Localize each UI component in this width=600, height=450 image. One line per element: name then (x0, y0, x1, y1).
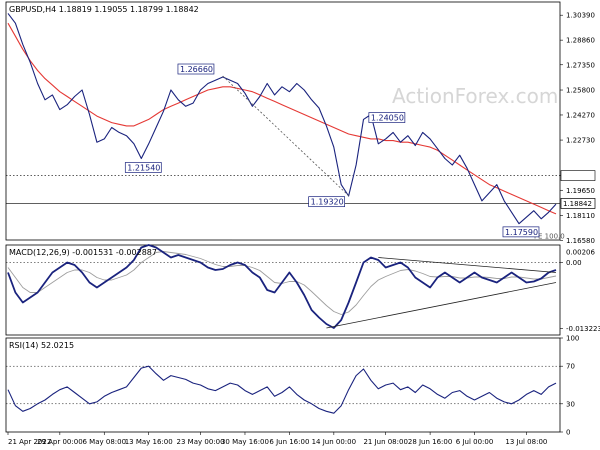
level-label-box (560, 170, 596, 181)
y-tick-label: 1.22730 (566, 137, 595, 145)
annotation-box (502, 226, 540, 238)
watermark-text: ActionForex.com (392, 84, 558, 108)
pane-frame (5, 337, 561, 433)
pane-frame (5, 1, 561, 241)
x-tick-label: 29 Apr 00:00 (37, 438, 83, 446)
macd-pane: 0.00 -0.013223 0.00206 MACD(12,26,9) -0.001… (5, 244, 600, 336)
pane-frame (5, 244, 561, 336)
series-line-price (7, 13, 557, 225)
price-pane: 1.30390 1.28860 1.27350 1.25800 1.24270 1.227… (5, 1, 596, 245)
series-line-moving-average (7, 22, 557, 215)
x-tick-label: 28 Jun 16:00 (408, 438, 452, 446)
x-tick-label: 6 Jun 16:00 (269, 438, 309, 446)
y-tick-label: 0 (566, 429, 570, 437)
x-tick-label: 6 Jul 00:00 (456, 438, 494, 446)
annotation-box (124, 162, 162, 173)
x-tick-label: 30 May 16:00 (221, 438, 269, 446)
trendline (222, 75, 349, 196)
x-tick-label: 6 May 08:00 (82, 438, 126, 446)
pane-title: GBPUSD,H4 1.18819 1.19055 1.18799 1.1884… (9, 5, 199, 14)
y-tick-label: 1.30390 (566, 12, 595, 20)
y-tick-label: 0.00 (566, 259, 582, 267)
macd-current-label: 0.00206 (566, 249, 595, 257)
y-tick-label: 100 (566, 335, 579, 343)
y-tick-label: 1.19650 (566, 187, 595, 195)
y-tick-label: -0.013223 (566, 325, 600, 333)
pane-title: MACD(12,26,9) -0.001531 -0.002887 (9, 248, 157, 257)
annotation-box (368, 112, 406, 123)
y-tick-label: 1.28860 (566, 37, 595, 45)
trendline (326, 282, 557, 329)
y-tick-label: 1.18110 (566, 212, 595, 220)
annotation-label: 1.21540 (127, 163, 160, 172)
y-tick-label: 1.25800 (566, 87, 595, 95)
x-tick-label: 21 Jun 08:00 (363, 438, 407, 446)
y-tick-label: 1.16580 (566, 237, 595, 245)
current-price-label: 1.18842 (563, 200, 592, 208)
series-line-macd (7, 244, 557, 329)
rsi-pane: 100 70 30 0 RSI(14) 52.0215 (5, 335, 579, 437)
y-tick-label: 1.27350 (566, 61, 595, 69)
y-tick-label: 30 (566, 400, 575, 408)
x-tick-label: 14 Jun 00:00 (312, 438, 356, 446)
trendline (378, 257, 557, 273)
annotation-label: 1.26660 (180, 65, 213, 74)
y-tick-label: 1.24270 (566, 111, 595, 119)
annotation-box (177, 63, 215, 75)
current-price-box (560, 198, 596, 209)
x-tick-label: 13 May 16:00 (125, 438, 173, 446)
y-tick-label: 70 (566, 363, 575, 371)
annotation-label: 1.24050 (371, 114, 404, 123)
annotation-box (308, 196, 345, 208)
x-tick-label: 21 Apr 2022 (8, 438, 51, 446)
x-tick-label: 13 Jul 08:00 (505, 438, 547, 446)
annotation-label: 1.17590 (505, 228, 538, 237)
x-tick-label: 23 May 00:00 (177, 438, 225, 446)
fe-label: FE 100.0 (534, 232, 565, 240)
annotation-label: 1.19320 (311, 198, 344, 207)
series-line-rsi (7, 365, 557, 414)
pane-title: RSI(14) 52.0215 (9, 341, 74, 350)
